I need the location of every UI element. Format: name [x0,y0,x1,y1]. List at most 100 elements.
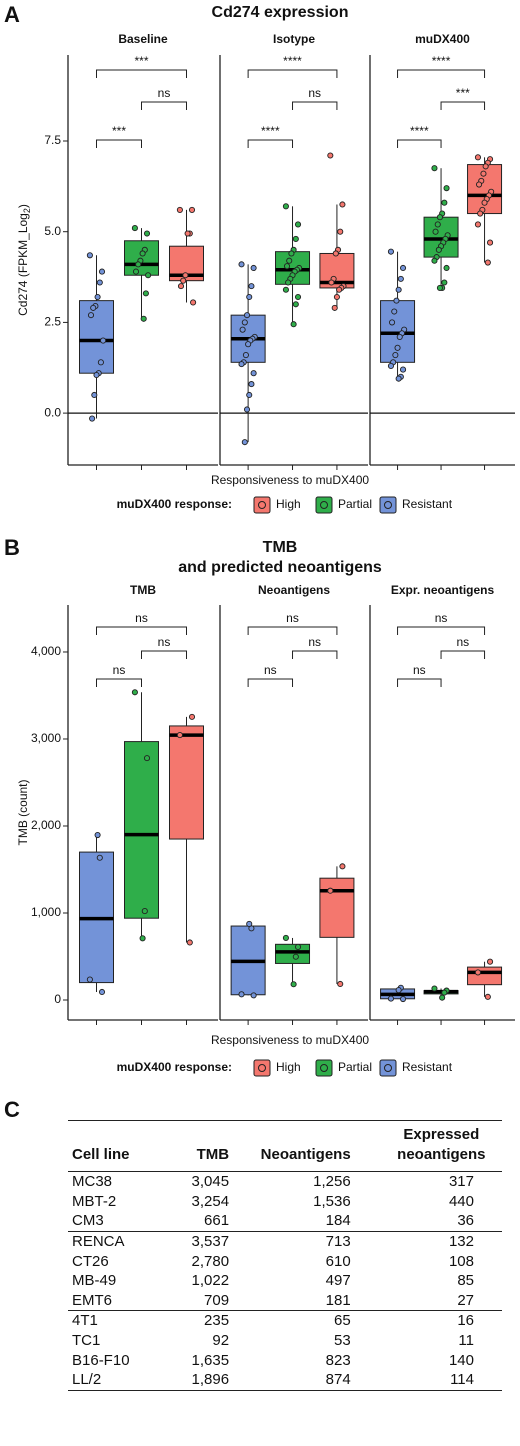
table-cell: EMT6 [72,1291,113,1309]
point [242,352,249,359]
point [91,391,98,399]
table-row: 4T1 235 65 16 [68,1311,502,1331]
point [250,992,257,999]
point [250,264,257,272]
point [143,230,151,237]
table-cell: 497 [325,1272,351,1290]
facet-label: TMB [130,583,156,597]
point [337,228,344,235]
point [392,352,399,359]
point [441,199,448,206]
point [486,958,494,965]
point [436,284,444,291]
panel-label: B [4,535,20,560]
point [474,969,482,976]
point [86,252,93,259]
significance-bracket [397,678,442,687]
table-cell: 661 [204,1212,230,1230]
point [292,301,299,308]
legend-label: High [276,497,301,511]
point [98,268,106,275]
significance-bracket [292,101,338,110]
table-cell: 3,045 [191,1173,230,1191]
point [431,257,438,264]
point [474,154,482,161]
point [399,264,407,272]
point [248,381,255,388]
point [132,268,140,275]
facet-label: Neoantigens [258,583,330,597]
legend-label: Resistant [402,1060,453,1074]
panel-label: A [4,2,20,27]
box [275,943,311,964]
table-row: EMT6 709 181 27 [68,1291,502,1311]
chart-title: TMB [263,539,298,556]
point [327,152,334,159]
point [331,304,338,311]
point [142,290,149,297]
point [145,272,152,279]
point [286,257,293,264]
point [443,185,450,192]
x-axis-title: Responsiveness to muDX400 [211,473,369,487]
point [399,995,407,1003]
point [333,293,340,301]
significance-bracket [96,69,187,78]
point [94,831,101,839]
table-cell: 27 [457,1291,474,1309]
significance-bracket [397,626,486,635]
chart-title: and predicted neoantigens [178,559,382,576]
table-cell: 11 [458,1332,474,1350]
point [285,279,292,286]
table-row: MC38 3,045 1,256 317 [68,1172,502,1192]
legend-point [384,501,392,509]
point [481,199,488,206]
y-axis-title-sub: 2 [22,208,32,213]
point [100,337,107,344]
table-cell: 3,254 [191,1192,230,1210]
legend-label: High [276,1060,301,1074]
significance-bracket [397,139,442,148]
point [399,366,407,373]
significance-bracket [247,678,294,687]
table-cell: 3,537 [191,1233,230,1251]
panel-label: C [4,1097,20,1122]
table-cell: 709 [204,1291,230,1309]
table-row: LL/2 1,896 874 114 [68,1370,502,1390]
point [241,439,248,446]
legend-point [258,1064,266,1072]
point [139,935,146,942]
point [250,370,257,377]
point [245,341,252,348]
point [294,943,302,950]
point [290,321,297,328]
table-cell: 1,256 [313,1173,351,1191]
point [486,239,494,246]
point [388,319,396,326]
y-axis-title: Cd274 (FPKM_Log2) [16,204,32,316]
table-cell: CT26 [72,1252,109,1270]
y-tick-label: 4,000 [31,644,61,658]
y-tick-label: 5.0 [44,224,61,238]
point [176,732,183,739]
significance-label: ns [158,86,171,100]
point [184,230,191,237]
box [79,300,114,374]
point [397,275,404,282]
legend-label: Partial [338,497,372,511]
row-group: MC38 3,045 1,256 317 MBT-2 3,254 1,536 440 CM3 66… [68,1172,502,1232]
point [441,989,448,996]
point [93,371,100,379]
table-cell: RENCA [72,1233,125,1251]
table-cell: LL/2 [72,1371,102,1389]
y-tick-label: 2.5 [44,315,61,329]
table-cell: 440 [448,1192,474,1210]
point [435,246,442,253]
data-table: Cell line TMB Neoantigens Expressed neoa… [68,1120,502,1391]
table-cell: 140 [448,1351,474,1369]
point [180,277,187,284]
point [188,206,196,213]
point [288,250,295,257]
table-cell: 874 [325,1371,351,1389]
point [182,272,189,279]
